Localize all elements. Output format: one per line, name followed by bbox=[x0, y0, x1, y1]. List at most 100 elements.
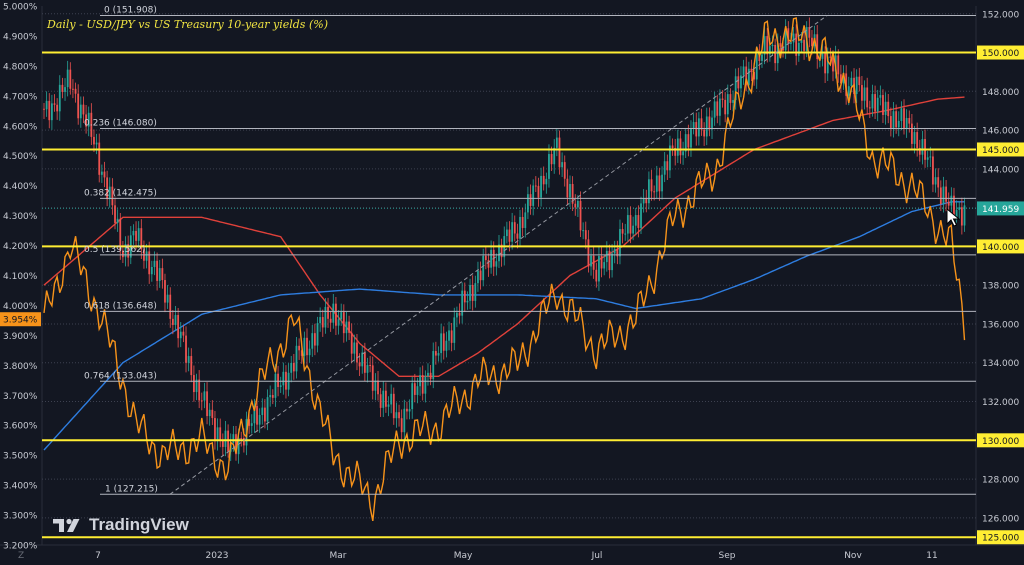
candle-bear bbox=[103, 171, 106, 178]
candle-bear bbox=[48, 100, 51, 121]
candle-bull bbox=[519, 216, 521, 239]
candle-bear bbox=[516, 233, 519, 239]
candle-bull bbox=[913, 132, 916, 144]
candle-bull bbox=[440, 333, 443, 354]
candle-bull bbox=[692, 122, 695, 129]
candle-bear bbox=[587, 239, 590, 267]
candle-bear bbox=[487, 260, 490, 268]
fib-level-label: 0.764 (133.043) bbox=[84, 371, 157, 381]
candle-bull bbox=[876, 97, 879, 112]
candle-bear bbox=[508, 229, 511, 242]
right-axis[interactable]: 152.000 150.000 148.000 146.000 145.000 144.0… bbox=[977, 10, 1024, 545]
tradingview-logo[interactable]: TradingView bbox=[53, 515, 189, 535]
candle-bear bbox=[674, 147, 677, 156]
candle-bear bbox=[398, 412, 400, 419]
candle-bull bbox=[66, 69, 69, 88]
candle-bear bbox=[845, 73, 848, 96]
price-tick-label: 128.000 bbox=[982, 476, 1019, 486]
price-tick-label: 148.000 bbox=[982, 88, 1019, 98]
candle-bear bbox=[458, 312, 461, 316]
candle-bull bbox=[897, 120, 900, 128]
time-tick-label: 7 bbox=[95, 551, 101, 561]
candle-bull bbox=[540, 175, 542, 198]
candle-bear bbox=[400, 418, 403, 433]
candle-bull bbox=[437, 353, 440, 356]
candle-bear bbox=[161, 268, 164, 281]
candle-bear bbox=[537, 185, 540, 198]
candle-bull bbox=[158, 268, 161, 281]
candle-bear bbox=[724, 99, 727, 115]
time-tick-label: May bbox=[454, 551, 473, 561]
level-price-tag bbox=[977, 142, 1024, 157]
current-price-label: 141.959 bbox=[982, 205, 1019, 215]
candle-bear bbox=[887, 101, 890, 117]
candle-bull bbox=[734, 76, 737, 101]
time-tick-label: Mar bbox=[330, 551, 347, 561]
candle-bull bbox=[353, 342, 356, 354]
yield-tick-label: 3.400% bbox=[3, 482, 38, 492]
candle-bear bbox=[72, 88, 74, 90]
candle-bull bbox=[676, 138, 679, 156]
left-axis[interactable]: 5.000% 4.900% 4.800% 4.700% 4.600% 4.500% 4.40… bbox=[0, 3, 41, 552]
candle-bull bbox=[611, 253, 613, 271]
candle-bear bbox=[716, 101, 719, 116]
candle-bear bbox=[484, 255, 487, 261]
time-axis[interactable]: Z 7 2023 Mar May Jul Sep Nov 11 bbox=[18, 551, 938, 561]
candle-bull bbox=[619, 229, 621, 257]
candle-bear bbox=[256, 405, 258, 425]
candle-bear bbox=[811, 37, 813, 47]
candle-bear bbox=[874, 94, 876, 112]
candle-bull bbox=[842, 73, 845, 84]
fib-level-label: 0.618 (136.648) bbox=[84, 301, 157, 311]
candle-bear bbox=[450, 330, 453, 343]
candle-bull bbox=[279, 385, 282, 387]
yield-tick-label: 4.100% bbox=[3, 272, 38, 282]
candle-bull bbox=[682, 151, 684, 156]
candle-bear bbox=[750, 68, 753, 73]
fib-level-label: 1 (127.215) bbox=[105, 484, 158, 494]
candle-bull bbox=[684, 134, 687, 152]
candle-bear bbox=[513, 222, 516, 234]
candle-bear bbox=[77, 93, 80, 119]
candle-bull bbox=[174, 315, 177, 325]
price-tick-label: 138.000 bbox=[982, 282, 1019, 292]
candle-bull bbox=[742, 66, 745, 76]
candle-bear bbox=[868, 107, 871, 109]
candle-bear bbox=[148, 251, 151, 275]
candle-bull bbox=[387, 404, 390, 407]
candle-bull bbox=[295, 345, 298, 372]
candle-bull bbox=[747, 68, 750, 86]
candle-bull bbox=[308, 348, 311, 356]
candle-bull bbox=[545, 178, 548, 185]
candle-bull bbox=[732, 100, 734, 103]
candle-bull bbox=[950, 195, 953, 206]
candle-bear bbox=[889, 116, 892, 128]
candle-bull bbox=[705, 116, 708, 137]
level-price-tag bbox=[977, 239, 1024, 254]
watermark-text: TradingView bbox=[89, 515, 189, 534]
candle-bull bbox=[58, 84, 61, 112]
candle-bear bbox=[947, 201, 950, 206]
candle-bear bbox=[558, 137, 561, 168]
candle-bull bbox=[345, 321, 348, 334]
candle-bull bbox=[316, 323, 319, 346]
candle-bull bbox=[361, 352, 364, 367]
candle-bear bbox=[803, 39, 805, 51]
yield-tick-label: 4.900% bbox=[3, 32, 38, 42]
yield-tick-label: 4.700% bbox=[3, 92, 38, 102]
candle-bear bbox=[600, 256, 603, 269]
candle-bear bbox=[779, 43, 782, 47]
candle-bear bbox=[379, 394, 382, 408]
candle-bull bbox=[582, 230, 585, 232]
level-price-label: 145.000 bbox=[982, 146, 1019, 156]
candle-bull bbox=[445, 340, 448, 351]
candle-bull bbox=[942, 186, 945, 204]
candle-bear bbox=[579, 200, 582, 231]
level-price-label: 150.000 bbox=[982, 49, 1019, 59]
candle-bear bbox=[313, 333, 316, 346]
candle-bear bbox=[616, 248, 619, 257]
yield-tick-label: 3.200% bbox=[3, 542, 38, 552]
candle-bear bbox=[413, 383, 416, 395]
current-yield-tag bbox=[0, 312, 41, 327]
candle-bull bbox=[490, 249, 492, 268]
